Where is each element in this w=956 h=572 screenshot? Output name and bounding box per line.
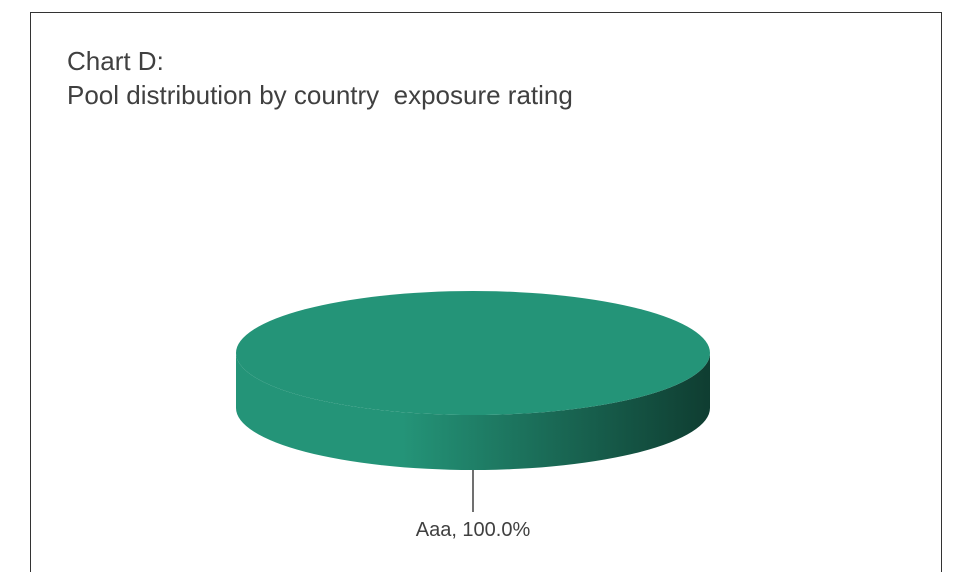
data-label: Aaa, 100.0% [416, 519, 531, 541]
pie-slice-side-aaa [236, 353, 710, 470]
chart-frame [30, 12, 942, 572]
pie-slice-aaa [236, 291, 710, 415]
chart-title-line-1: Chart D: [67, 46, 164, 76]
pie-slices [236, 291, 710, 470]
chart-title-line-2: Pool distribution by country exposure ra… [67, 80, 573, 110]
chart-title: Chart D: Pool distribution by country ex… [67, 44, 573, 112]
